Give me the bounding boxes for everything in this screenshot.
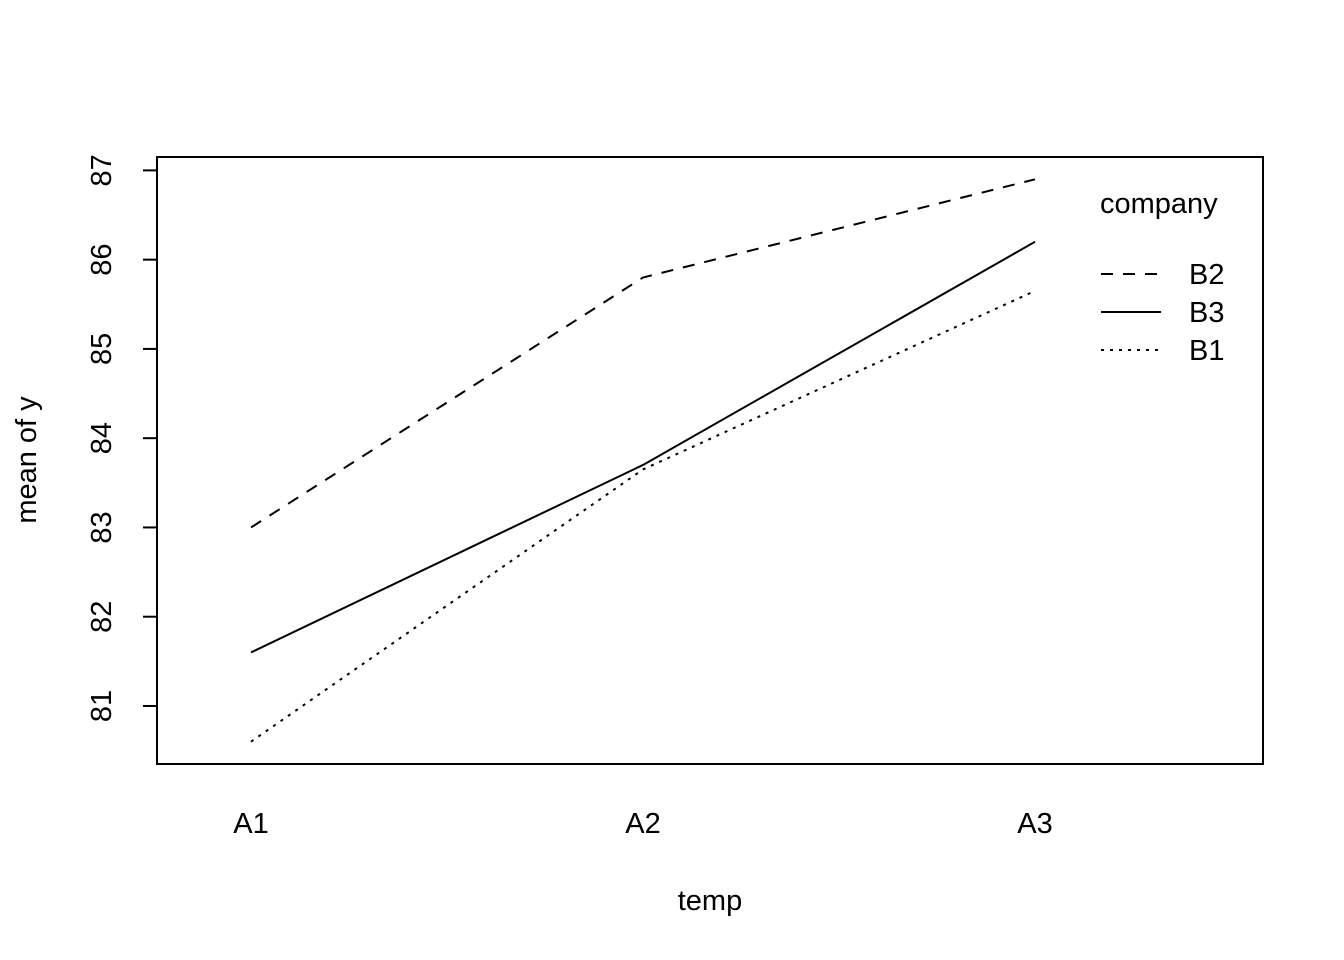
legend-title: company xyxy=(1100,188,1218,220)
y-tick-label: 83 xyxy=(86,511,118,543)
y-tick-label: 86 xyxy=(86,244,118,276)
y-axis-label: mean of y xyxy=(11,396,43,524)
y-tick-label: 84 xyxy=(86,422,118,454)
series-lines xyxy=(250,178,1036,743)
y-tick-label: 85 xyxy=(86,333,118,365)
legend-label-B1: B1 xyxy=(1189,335,1224,367)
legend: company B2 B3 B1 xyxy=(1100,188,1224,367)
x-axis-tick-labels: A1 A2 A3 xyxy=(233,808,1052,840)
series-line-B1 xyxy=(250,289,1036,743)
x-tick-label: A1 xyxy=(233,808,268,840)
x-tick-label: A2 xyxy=(625,808,660,840)
series-line-B3 xyxy=(250,240,1036,654)
y-tick-label: 87 xyxy=(86,154,118,186)
y-axis: 81 82 83 84 85 86 87 xyxy=(86,154,158,722)
series-line-B2 xyxy=(250,178,1036,529)
legend-label-B2: B2 xyxy=(1189,259,1224,291)
y-tick-label: 82 xyxy=(86,601,118,633)
y-tick-label: 81 xyxy=(86,690,118,722)
x-tick-label: A3 xyxy=(1017,808,1052,840)
x-axis-label: temp xyxy=(678,885,742,917)
legend-label-B3: B3 xyxy=(1189,297,1224,329)
